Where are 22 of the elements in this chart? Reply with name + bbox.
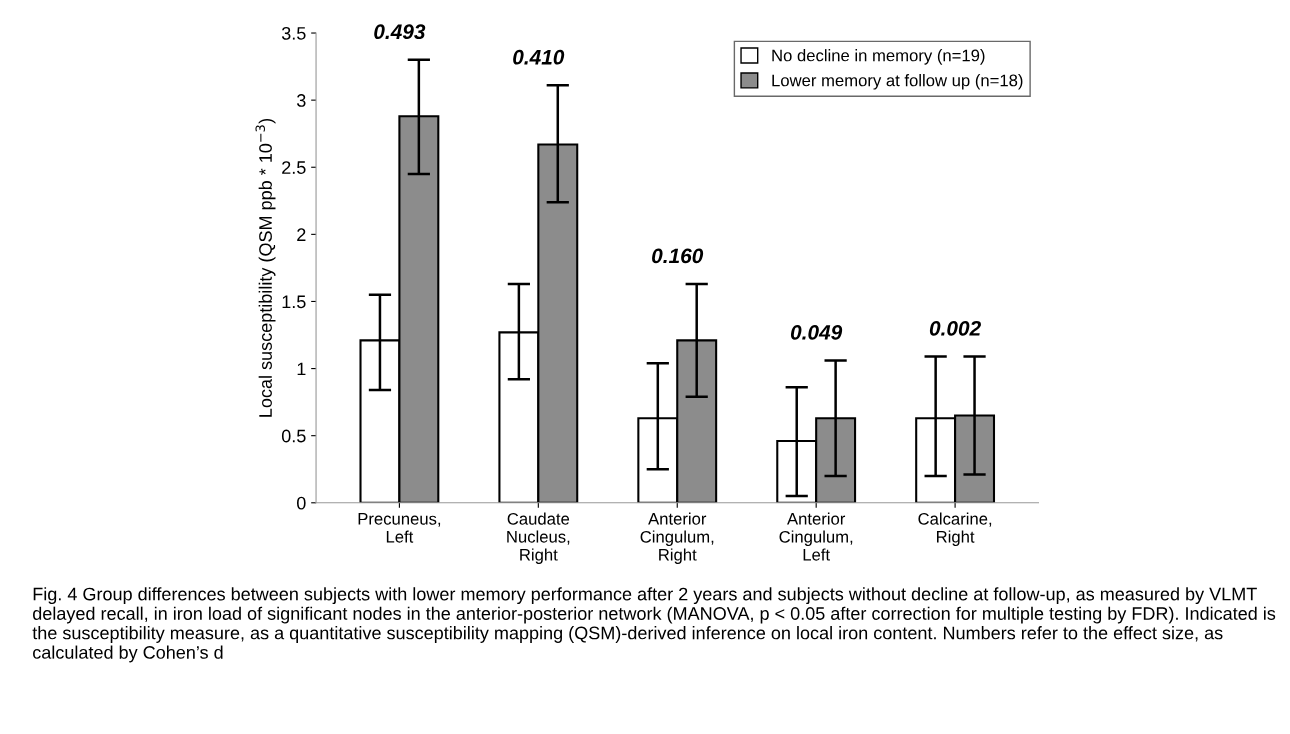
y-tick-label: 0.5 xyxy=(281,429,306,443)
x-tick-label: Anterior Cingulum, Left xyxy=(779,512,853,561)
x-tick-label: Precuneus, Left xyxy=(358,513,441,543)
x-tick-label: Caudate Nucleus, Right xyxy=(507,512,570,564)
x-tick-label: Calcarine, Right xyxy=(918,512,992,546)
y-tick-label: 2 xyxy=(297,228,306,241)
caption: Fig. 4 Group differences between subjects with lower memory performance after 2 years and subjects without decline at follow-up, as measured by VLMT delayed recall, in iron load of significant nodes in the anterior-posterior network (MANOVA, p < 0.05 after correction for multiple testing by FDR). Indicated is the susceptibility measure, as a quantitative susceptibility mapping (QSM)-derived inference on local iron content. Numbers refer to the effect size, as calculated by Cohen’s d xyxy=(32,587,1276,663)
y-tick-label: 1 xyxy=(297,362,306,376)
annotation: 0.002 xyxy=(929,320,981,336)
x-tick-label: Anterior Cingulum, Right xyxy=(640,512,714,564)
annotation: 0.160 xyxy=(652,248,704,264)
y-tick-label: 2.5 xyxy=(282,161,306,174)
annotation: 0.049 xyxy=(790,324,843,340)
y-tick-label: 3 xyxy=(296,94,306,107)
annotation: 0.493 xyxy=(374,24,426,40)
annotation: 0.410 xyxy=(513,49,565,65)
legend-label: No decline in memory (n=19) xyxy=(772,49,985,65)
legend-label: Lower memory at follow up (n=18) xyxy=(772,74,1023,90)
y-tick-label: 1.5 xyxy=(282,295,306,309)
y-axis-title: Local susceptibility (QSM ppb * 10$^{−3}$) xyxy=(255,118,276,417)
y-tick-label: 3.5 xyxy=(281,26,306,40)
y-tick-label: 0 xyxy=(296,496,306,510)
